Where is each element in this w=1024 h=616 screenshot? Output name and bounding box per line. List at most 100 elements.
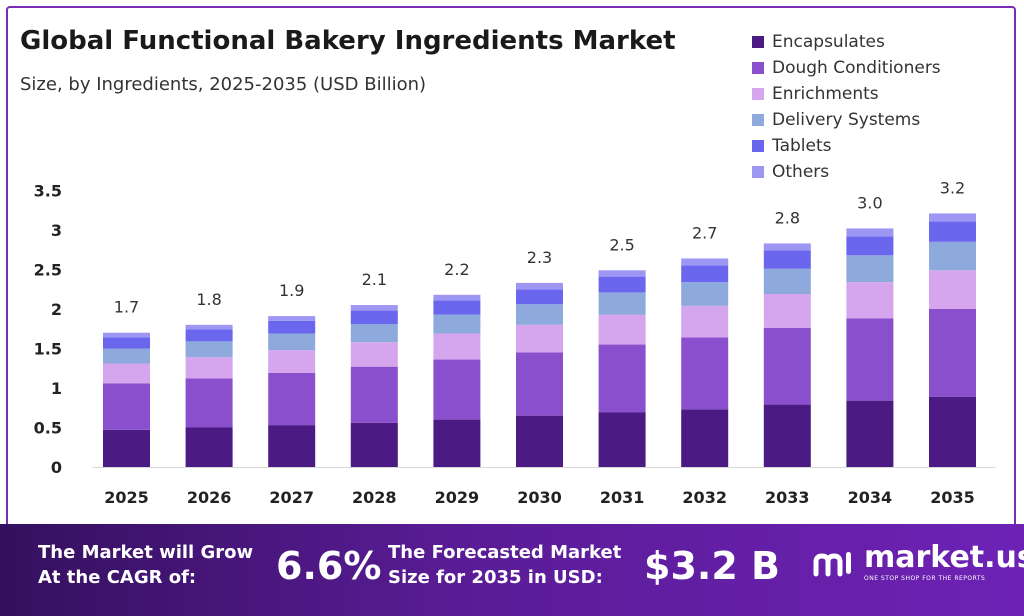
bar-segment-delivery-systems-2027 (268, 333, 316, 351)
bar-segment-delivery-systems-2034 (846, 255, 894, 283)
x-tick-label-2027: 2027 (269, 488, 314, 507)
x-tick-label-2025: 2025 (104, 488, 149, 507)
bar-segment-enrichments-2031 (598, 314, 646, 345)
bar-total-label-2033: 2.8 (775, 208, 800, 227)
stacked-bar-chart: 0 0.5 1 1.5 2 2.5 3 3.5 1.7 2025 1.8 2026 1.9 2027 2.1… (34, 178, 996, 507)
bar-segment-delivery-systems-2031 (598, 292, 646, 315)
bar-segment-tablets-2033 (763, 250, 811, 269)
legend-swatch (752, 140, 764, 152)
bar-segment-encapsulates-2030 (516, 415, 563, 467)
bar-segment-tablets-2032 (681, 265, 729, 283)
bar-segment-others-2029 (433, 294, 481, 301)
x-tick-label-2030: 2030 (517, 488, 562, 507)
bar-segment-others-2025 (103, 332, 150, 338)
bar-segment-delivery-systems-2030 (516, 304, 563, 325)
chart-subtitle: Size, by Ingredients, 2025-2035 (USD Bil… (20, 74, 427, 95)
y-tick-label: 0 (51, 458, 62, 477)
y-tick-label: 3 (51, 221, 62, 240)
forecast-label-line2: Size for 2035 in USD: (388, 567, 603, 588)
bar-segment-others-2026 (185, 324, 233, 330)
cagr-label-line2: At the CAGR of: (38, 567, 197, 588)
bar-segment-tablets-2035 (929, 221, 976, 242)
x-tick-label-2033: 2033 (765, 488, 810, 507)
bar-segment-others-2035 (929, 213, 976, 222)
bar-segment-enrichments-2028 (350, 342, 398, 367)
bar-total-label-2034: 3.0 (857, 193, 882, 212)
bar-segment-tablets-2028 (350, 310, 398, 325)
bar-segment-enrichments-2025 (103, 363, 150, 384)
legend-item-dough-conditioners: Dough Conditioners (752, 55, 941, 81)
bar-segment-tablets-2026 (185, 329, 233, 342)
bar-segment-others-2028 (350, 305, 398, 311)
bar-segment-dough-conditioners-2035 (929, 309, 976, 397)
x-tick-label-2026: 2026 (187, 488, 232, 507)
bar-segment-dough-conditioners-2029 (433, 359, 481, 420)
bar-segment-enrichments-2030 (516, 324, 563, 353)
bar-segment-dough-conditioners-2032 (681, 337, 729, 410)
bar-segment-delivery-systems-2026 (185, 341, 233, 358)
bar-segment-encapsulates-2033 (763, 404, 811, 467)
bar-segment-others-2030 (516, 282, 563, 290)
y-tick-label: 3.5 (34, 182, 62, 201)
legend-label: Encapsulates (772, 32, 885, 52)
bar-total-label-2028: 2.1 (362, 270, 387, 289)
legend-item-delivery-systems: Delivery Systems (752, 107, 941, 133)
y-tick-label: 0.5 (34, 419, 62, 438)
bar-total-label-2029: 2.2 (444, 260, 469, 279)
bar-segment-dough-conditioners-2028 (350, 366, 398, 423)
bar-total-label-2025: 1.7 (114, 298, 139, 317)
legend-label: Tablets (772, 136, 832, 156)
bar-segment-encapsulates-2026 (185, 427, 233, 467)
bar-segment-enrichments-2032 (681, 305, 729, 338)
bar-segment-dough-conditioners-2026 (185, 378, 233, 428)
bar-total-label-2031: 2.5 (609, 235, 634, 254)
bar-total-label-2026: 1.8 (196, 290, 221, 309)
bar-total-label-2030: 2.3 (527, 248, 552, 267)
legend-swatch (752, 36, 764, 48)
bar-segment-dough-conditioners-2033 (763, 327, 811, 405)
bar-segment-dough-conditioners-2030 (516, 352, 563, 416)
market-us-logo-icon (813, 552, 851, 577)
bar-segment-others-2032 (681, 258, 729, 266)
legend-item-others: Others (752, 159, 941, 185)
legend-label: Delivery Systems (772, 110, 921, 130)
bar-segment-delivery-systems-2035 (929, 241, 976, 271)
bar-segment-delivery-systems-2028 (350, 324, 398, 343)
bar-segment-encapsulates-2034 (846, 400, 894, 467)
bar-segment-dough-conditioners-2025 (103, 383, 150, 430)
cagr-label-line1: The Market will Grow (38, 542, 254, 563)
legend-label: Others (772, 162, 830, 182)
bar-total-label-2027: 1.9 (279, 281, 304, 300)
x-tick-label-2028: 2028 (352, 488, 397, 507)
x-tick-label-2035: 2035 (930, 488, 975, 507)
y-tick-label: 1 (51, 379, 62, 398)
bar-segment-enrichments-2026 (185, 357, 233, 379)
y-tick-label: 1.5 (34, 340, 62, 359)
y-tick-label: 2 (51, 300, 62, 319)
x-tick-label-2034: 2034 (848, 488, 893, 507)
legend-item-encapsulates: Encapsulates (752, 29, 941, 55)
bar-segment-encapsulates-2035 (929, 396, 976, 467)
bar-segment-delivery-systems-2032 (681, 282, 729, 306)
legend-label: Enrichments (772, 84, 879, 104)
bar-segment-encapsulates-2031 (598, 412, 646, 467)
bar-segment-tablets-2031 (598, 276, 646, 293)
bar-segment-tablets-2034 (846, 236, 894, 256)
bar-total-label-2035: 3.2 (940, 178, 965, 197)
bar-segment-others-2031 (598, 270, 646, 277)
x-tick-label-2031: 2031 (600, 488, 645, 507)
bar-total-label-2032: 2.7 (692, 223, 717, 242)
forecast-label-line1: The Forecasted Market (388, 542, 622, 563)
y-tick-label: 2.5 (34, 261, 62, 280)
legend-swatch (752, 114, 764, 126)
bar-segment-encapsulates-2025 (103, 429, 150, 467)
legend-swatch (752, 62, 764, 74)
bar-segment-enrichments-2029 (433, 333, 481, 360)
legend-item-enrichments: Enrichments (752, 81, 941, 107)
bar-segment-tablets-2030 (516, 289, 563, 305)
bar-segment-encapsulates-2029 (433, 419, 481, 467)
bar-segment-tablets-2027 (268, 320, 316, 334)
bar-segment-delivery-systems-2033 (763, 268, 811, 294)
bar-segment-delivery-systems-2029 (433, 314, 481, 334)
forecast-value: $3.2 B (644, 544, 780, 588)
